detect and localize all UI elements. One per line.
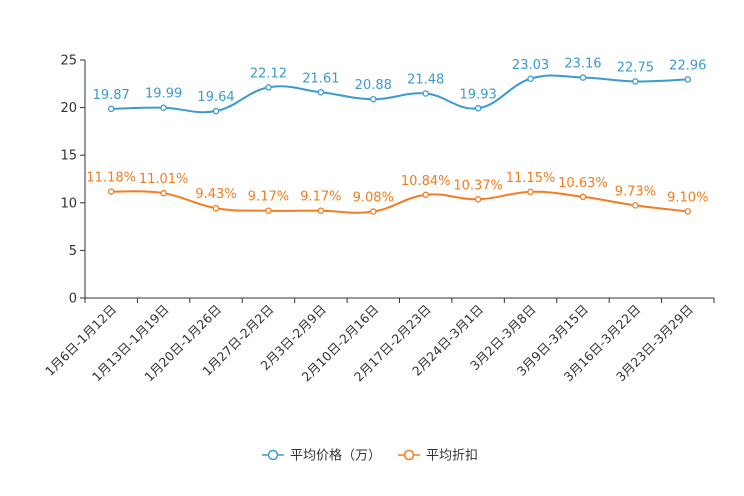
data-point [107,188,115,195]
data-label: 9.73% [615,184,656,199]
data-label: 21.48 [407,73,444,88]
data-point [527,75,534,83]
data-point [370,95,377,103]
y-tick-label: 10 [60,196,77,211]
series-line-average-price [111,74,688,114]
data-label: 10.37% [453,178,503,193]
data-point [370,208,377,215]
data-point [422,191,429,199]
data-point [632,78,639,85]
data-point [474,196,482,203]
y-tick-label: 25 [60,54,77,69]
data-label: 11.18% [86,171,136,186]
data-label: 22.96 [669,58,706,73]
data-point [579,193,587,201]
data-label: 9.17% [300,190,341,205]
series-line-average-discount [111,190,688,214]
data-label: 21.61 [302,71,339,86]
y-tick-label: 20 [60,101,77,116]
data-point [160,189,167,197]
data-point [684,76,692,83]
data-label: 19.64 [197,90,234,105]
data-point [212,107,220,115]
data-label: 11.15% [506,171,556,186]
data-point [474,105,482,112]
legend-label: 平均价格（万） [290,448,381,464]
data-point [265,207,272,214]
data-point [317,89,325,96]
data-point [527,188,534,196]
legend-marker [403,449,415,461]
data-label: 22.12 [250,66,287,81]
data-label: 19.87 [93,88,130,103]
data-point [632,202,639,209]
legend-label: 平均折扣 [426,449,478,464]
data-label: 9.10% [667,190,708,205]
data-point [579,74,587,81]
data-label: 23.16 [564,57,601,72]
data-label: 9.43% [195,187,236,202]
data-point [160,104,167,111]
data-point [265,84,272,91]
data-label: 19.99 [145,87,182,102]
data-label: 10.84% [401,174,451,189]
data-label: 22.75 [617,60,654,75]
data-label: 9.08% [353,191,394,206]
data-label: 20.88 [355,78,392,93]
data-label: 11.01% [139,172,189,187]
data-point [212,204,220,212]
data-point [107,105,115,113]
data-label: 10.63% [558,176,608,191]
y-tick-label: 5 [69,244,77,259]
data-label: 23.03 [512,58,549,73]
data-point [684,208,692,215]
data-label: 9.17% [248,190,289,205]
data-point [422,90,429,97]
y-tick-label: 0 [69,292,77,307]
data-label: 19.93 [460,87,497,102]
legend-marker [267,449,279,461]
data-point [317,207,325,214]
y-tick-label: 15 [60,149,77,164]
